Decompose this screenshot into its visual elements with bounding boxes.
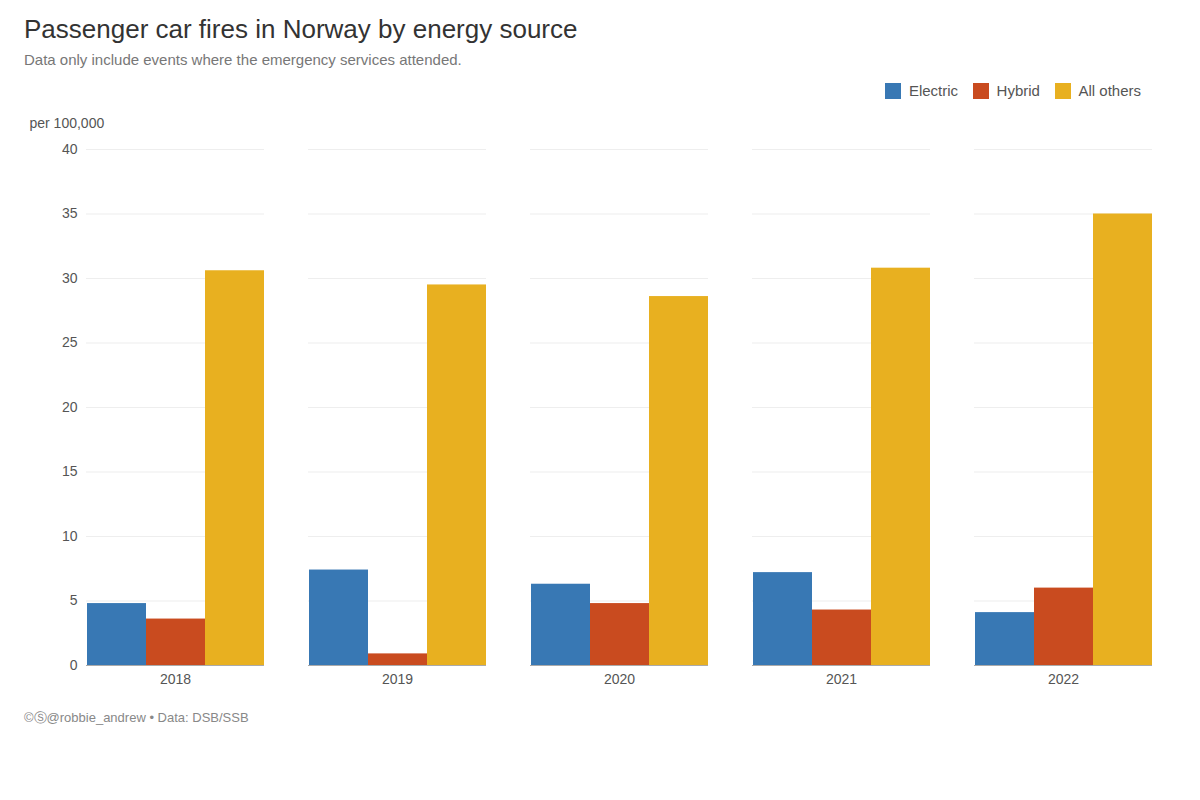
svg-text:2018: 2018	[160, 671, 191, 687]
svg-text:2021: 2021	[826, 671, 857, 687]
svg-text:30: 30	[62, 269, 78, 285]
svg-text:20: 20	[62, 398, 78, 414]
html-text:Electric: Electric	[908, 82, 959, 99]
svg-text:per 100,000: per 100,000	[30, 115, 105, 131]
svg-text:40: 40	[62, 140, 78, 156]
svg-text:35: 35	[62, 205, 78, 221]
svg-text:2019: 2019	[382, 671, 413, 687]
svg-text:0: 0	[70, 656, 78, 672]
html-text:Data only include events where: Data only include events where the emerg…	[24, 51, 462, 68]
svg-text:2020: 2020	[604, 671, 635, 687]
html-text:Hybrid: Hybrid	[996, 82, 1040, 99]
svg-text:2022: 2022	[1048, 671, 1079, 687]
svg-text:25: 25	[62, 334, 78, 350]
html-text:©Ⓢ@robbie_andrew • Data: DSB/S: ©Ⓢ@robbie_andrew • Data: DSB/SSB	[24, 709, 249, 725]
html-text:Passenger car fires in Norway: Passenger car fires in Norway by energy …	[24, 14, 578, 44]
svg-text:15: 15	[62, 463, 78, 479]
svg-text:5: 5	[70, 592, 78, 608]
svg-text:10: 10	[62, 527, 78, 543]
html-text:All others: All others	[1078, 82, 1141, 99]
